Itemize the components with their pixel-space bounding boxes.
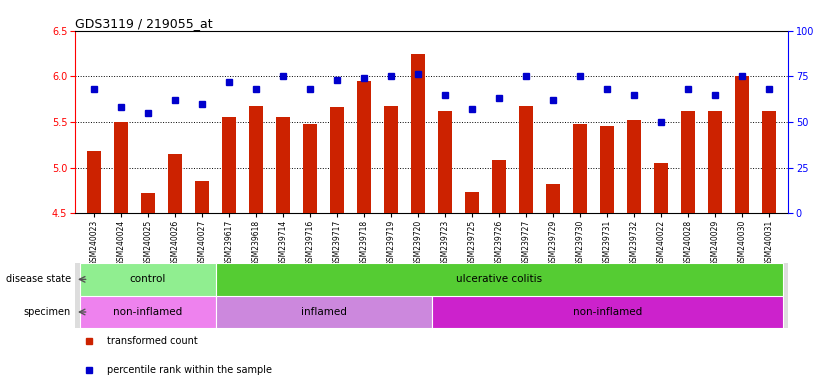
Text: inflamed: inflamed [300, 307, 346, 317]
Bar [465, 192, 479, 213]
Text: GDS3119 / 219055_at: GDS3119 / 219055_at [75, 17, 213, 30]
Text: control: control [130, 274, 166, 285]
Bar [574, 124, 587, 213]
Bar [80, 263, 215, 296]
Bar [736, 76, 749, 213]
Bar [249, 106, 263, 213]
Bar [215, 296, 432, 328]
Text: ulcerative colitis: ulcerative colitis [456, 274, 542, 285]
Bar [357, 81, 371, 213]
Bar [520, 106, 533, 213]
Text: disease state: disease state [6, 274, 71, 285]
Text: percentile rank within the sample: percentile rank within the sample [107, 365, 272, 375]
Bar [432, 296, 783, 328]
Bar [411, 53, 425, 213]
Bar [546, 184, 560, 213]
Bar [439, 111, 452, 213]
Text: non-inflamed: non-inflamed [572, 307, 642, 317]
Bar [600, 126, 614, 213]
Bar [627, 120, 641, 213]
Bar [330, 107, 344, 213]
Bar [168, 154, 182, 213]
Bar [80, 296, 215, 328]
Bar [304, 124, 317, 213]
Bar [492, 160, 506, 213]
Bar [195, 181, 208, 213]
Bar [114, 122, 128, 213]
Bar [708, 111, 722, 213]
Bar [655, 163, 668, 213]
Bar [276, 118, 289, 213]
Bar [762, 111, 776, 213]
Bar [681, 111, 695, 213]
Bar [215, 263, 783, 296]
Text: non-inflamed: non-inflamed [113, 307, 183, 317]
Bar [141, 193, 155, 213]
Bar [384, 106, 398, 213]
Text: specimen: specimen [23, 307, 71, 317]
Bar [223, 118, 236, 213]
Text: transformed count: transformed count [107, 336, 198, 346]
Bar [88, 151, 101, 213]
